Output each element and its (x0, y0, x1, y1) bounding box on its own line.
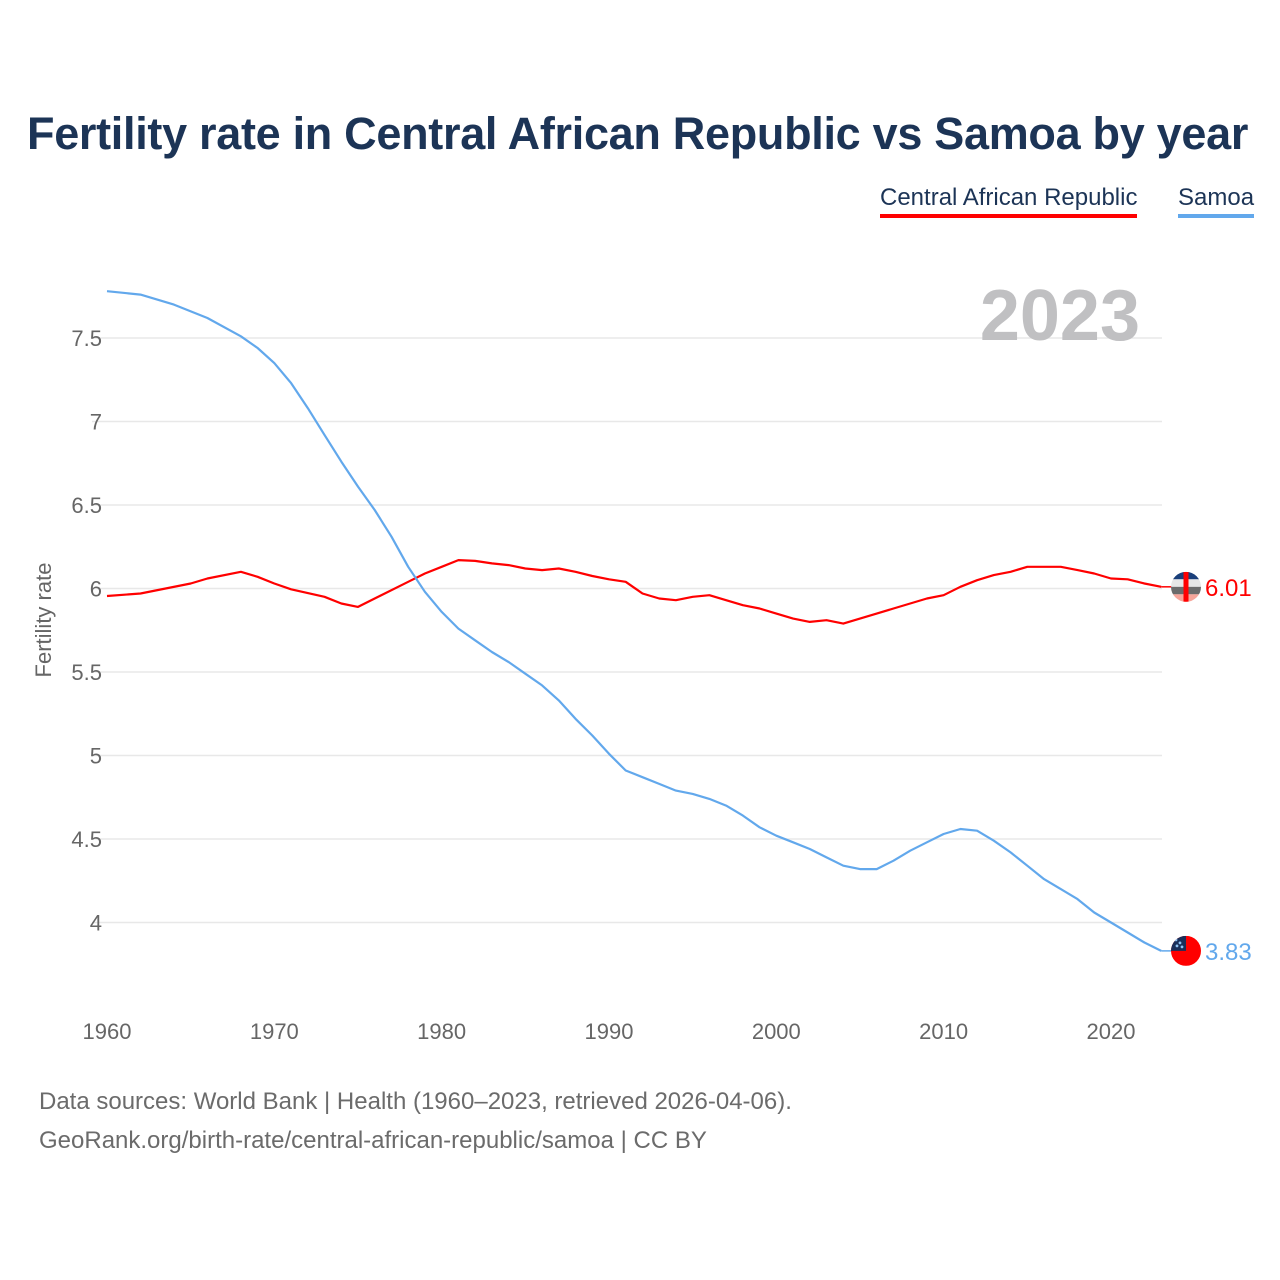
x-tick-label: 1980 (417, 1019, 466, 1044)
legend-central-african-republic[interactable]: Central African Republic (880, 184, 1138, 218)
samoa-flag-icon (1171, 935, 1201, 966)
series-line-samoa (106, 290, 1162, 952)
data-source-text: Data sources: World Bank | Health (1960–… (39, 1088, 792, 1115)
x-tick-label: 1960 (83, 1019, 132, 1044)
y-tick-label: 4 (90, 911, 102, 936)
y-tick-label: 4.5 (71, 827, 102, 852)
y-tick-label: 6 (90, 577, 102, 602)
x-tick-label: 1970 (250, 1019, 299, 1044)
end-value-label: 3.83 (1205, 939, 1252, 966)
central-african-republic-flag-icon (1171, 571, 1201, 602)
legend-samoa[interactable]: Samoa (1178, 184, 1255, 218)
source-url-text[interactable]: GeoRank.org/birth-rate/central-african-r… (39, 1127, 707, 1154)
y-axis-label: Fertility rate (31, 563, 56, 678)
x-tick-label: 2000 (752, 1019, 801, 1044)
x-tick-label: 2010 (919, 1019, 968, 1044)
chart-title: Fertility rate in Central African Republ… (27, 108, 1249, 159)
end-value-label: 6.01 (1205, 575, 1252, 602)
series-line-central-african-republic (106, 559, 1162, 625)
x-tick-label: 2020 (1087, 1019, 1136, 1044)
y-tick-label: 7 (90, 410, 102, 435)
y-tick-label: 7.5 (71, 326, 102, 351)
y-tick-label: 6.5 (71, 493, 102, 518)
y-tick-label: 5.5 (71, 660, 102, 685)
x-tick-label: 1990 (585, 1019, 634, 1044)
current-year-label: 2023 (980, 276, 1140, 356)
y-tick-label: 5 (90, 744, 102, 769)
